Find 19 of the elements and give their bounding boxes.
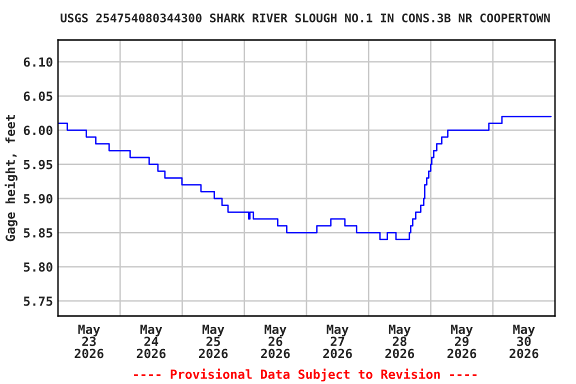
x-tick-label: May 26 2026 [261,324,290,358]
x-tick-label: May 29 2026 [447,324,476,358]
x-tick-label: May 24 2026 [136,324,166,358]
x-tick-label: May 23 2026 [74,324,104,358]
x-tick-label: May 28 2026 [385,324,414,358]
x-tick-label: May 27 2026 [323,324,352,358]
y-tick-label: 6.05 [24,91,52,101]
x-tick-label: May 25 2026 [198,324,228,358]
y-tick-label: 5.95 [24,160,52,170]
y-axis-title: Gage height, feet [4,115,18,242]
x-tick-label: May 30 2026 [510,324,538,358]
y-tick-label: 5.75 [24,296,52,306]
y-tick-label: 5.85 [24,228,52,238]
text: ---- Provisional Data Subject to Revision ---- [134,368,477,382]
y-tick-label: 6.10 [24,57,52,67]
y-tick-label: 6.00 [24,126,52,136]
chart-title: USGS 254754080344300 SHARK RIVER SLOUGH NO.1 IN CONS.3B NR COOPERTOWN [60,13,550,22]
y-tick-label: 5.90 [24,194,52,204]
y-tick-label: 5.80 [24,262,52,272]
